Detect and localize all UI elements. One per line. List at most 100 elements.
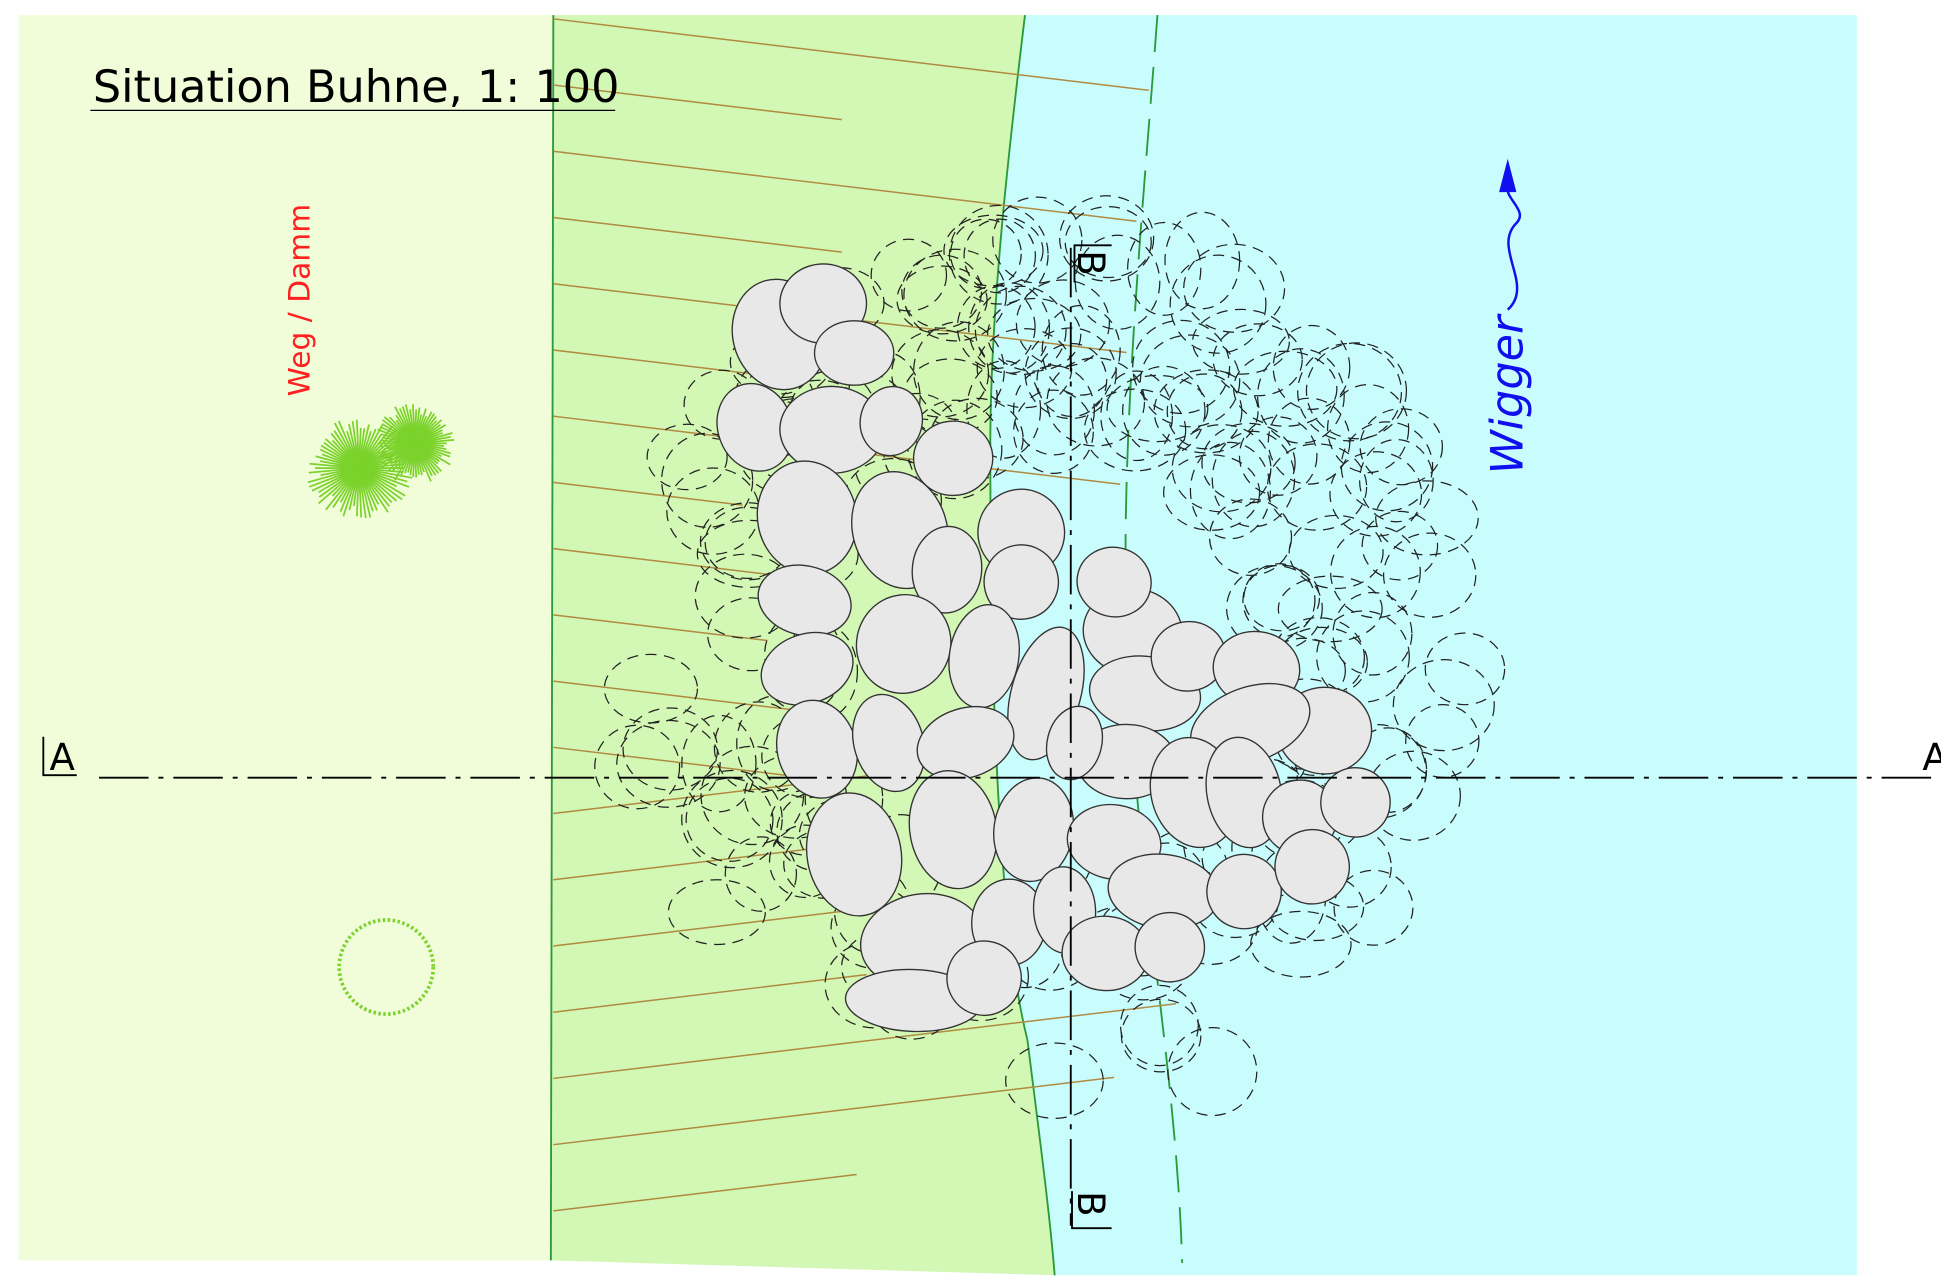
buried-stone	[913, 321, 1005, 421]
buried-stone	[1212, 323, 1303, 397]
hatch-line	[553, 1002, 1177, 1080]
boulder	[1045, 705, 1104, 781]
buried-stone	[1171, 424, 1272, 513]
buried-stone	[1340, 421, 1434, 512]
buried-stone	[1015, 279, 1111, 367]
buried-stone	[1183, 243, 1286, 333]
buried-stone	[1361, 510, 1439, 581]
boulder	[1320, 767, 1391, 838]
buried-stone	[1233, 350, 1338, 427]
buried-stone	[660, 432, 754, 528]
buried-stone	[870, 238, 948, 312]
buried-stone	[1013, 389, 1094, 474]
hatch-line	[553, 216, 842, 253]
trees	[307, 404, 455, 1016]
buried-stone	[1139, 334, 1241, 428]
buried-stone	[901, 254, 983, 329]
section-mark	[1073, 244, 1112, 283]
buried-stone	[1106, 374, 1209, 443]
section-label: B	[1069, 250, 1112, 275]
hatch-line	[553, 904, 892, 947]
boulder	[813, 320, 895, 386]
buried-stone	[986, 297, 1082, 372]
buried-stone	[1366, 750, 1461, 841]
tree-crown	[337, 918, 436, 1016]
buried-stone	[903, 248, 1007, 342]
hatch-line	[553, 614, 768, 642]
buried-stone	[1036, 342, 1108, 418]
tree-needle	[358, 463, 404, 470]
hatch-line	[553, 680, 793, 711]
buried-stone	[896, 265, 988, 335]
section-label: B	[1069, 1191, 1112, 1216]
hatch-line	[553, 84, 842, 121]
buried-stone	[700, 745, 805, 846]
section-mark	[1071, 1191, 1112, 1230]
buried-stone	[1005, 1042, 1104, 1119]
buried-stone	[1041, 304, 1121, 396]
buried-stone	[966, 360, 1042, 459]
buried-stone	[1064, 206, 1152, 279]
buried-stone	[1305, 342, 1408, 440]
hatch-line	[553, 547, 793, 579]
buried-stone	[1272, 324, 1351, 410]
buried-stone	[931, 932, 1030, 1022]
buried-stone	[948, 204, 1049, 305]
boulder	[983, 544, 1060, 620]
buried-stone	[1167, 1026, 1258, 1117]
buried-stone	[1359, 408, 1444, 486]
boulder	[1274, 828, 1350, 905]
buried-stone	[1332, 591, 1413, 676]
river-label: Wigger	[1482, 313, 1534, 474]
buried-stone	[1122, 365, 1206, 456]
buried-stone	[1329, 451, 1423, 537]
buried-stone	[1211, 430, 1296, 528]
buried-stone	[1316, 610, 1410, 703]
buried-stone	[685, 777, 774, 862]
section-mark	[42, 736, 77, 777]
buried-stone	[1059, 195, 1155, 282]
boulder	[916, 706, 1015, 780]
buried-stone	[1191, 308, 1290, 375]
boulder	[946, 940, 1022, 1016]
buried-stone	[1100, 370, 1174, 462]
hatch-line	[553, 1173, 857, 1212]
buried-stone	[1012, 365, 1095, 456]
buried-stone	[1277, 575, 1383, 643]
buried-stone	[724, 836, 798, 912]
buried-stone	[1256, 348, 1345, 444]
section-label: A	[50, 736, 76, 779]
buried-stone	[1119, 984, 1199, 1067]
hatch-line	[553, 1076, 1115, 1146]
boulder	[757, 564, 852, 637]
buried-stone	[956, 284, 1036, 370]
boulders	[716, 263, 1391, 1033]
boulder	[1134, 911, 1206, 983]
hatch-line	[553, 746, 805, 779]
buried-stone	[974, 285, 1067, 376]
buried-stone	[646, 423, 728, 491]
buried-stone	[1169, 254, 1267, 354]
buried-stone	[1046, 357, 1146, 447]
buried-stone	[681, 769, 783, 869]
buried-stone	[1333, 869, 1414, 946]
buried-stone	[594, 724, 681, 810]
flow-arrow	[1506, 185, 1521, 311]
buried-stone	[1208, 498, 1293, 576]
hatch-line	[553, 844, 842, 881]
boulder	[1076, 546, 1152, 618]
boulder	[911, 525, 983, 614]
title: Situation Buhne, 1: 100	[93, 61, 620, 113]
buried-stone	[968, 282, 1051, 374]
buried-stone	[1250, 910, 1352, 978]
buried-stone	[616, 719, 721, 808]
flow-arrowhead	[1499, 158, 1517, 193]
section-label: A	[1922, 736, 1941, 779]
hatch-line	[553, 973, 867, 1013]
tree-needle	[414, 438, 455, 445]
buried-stone	[1375, 480, 1479, 556]
path-label: Weg / Damm	[282, 204, 317, 397]
buried-stone	[1326, 383, 1410, 474]
embankment-edge	[549, 15, 555, 1261]
